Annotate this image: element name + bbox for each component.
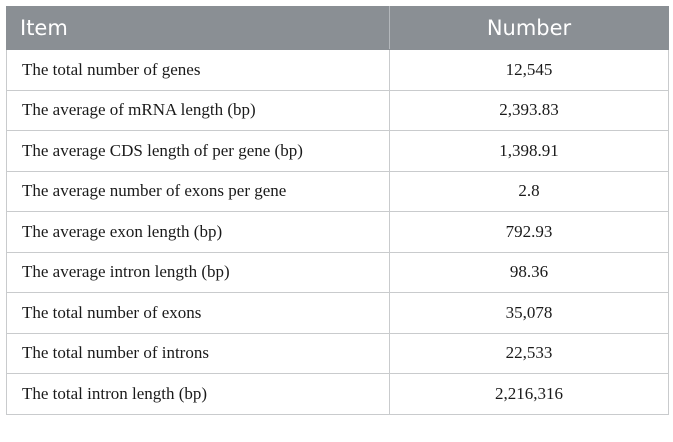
cell-item: The total number of exons [6, 292, 390, 334]
gene-statistics-table-container: Item Number The total number of genes 12… [6, 6, 669, 415]
cell-number: 35,078 [389, 292, 669, 334]
cell-item: The total number of introns [6, 332, 390, 374]
cell-number: 1,398.91 [389, 130, 669, 172]
cell-item: The total number of genes [6, 49, 390, 91]
table-row: The total number of exons 35,078 [6, 292, 669, 334]
cell-number: 12,545 [389, 49, 669, 91]
table-row: The average exon length (bp) 792.93 [6, 211, 669, 253]
cell-number: 792.93 [389, 211, 669, 253]
cell-number: 98.36 [389, 251, 669, 293]
table-row: The average CDS length of per gene (bp) … [6, 130, 669, 172]
cell-number: 2,216,316 [389, 373, 669, 415]
header-number: Number [389, 6, 669, 50]
table-body: The total number of genes 12,545 The ave… [6, 49, 669, 415]
cell-item: The average of mRNA length (bp) [6, 89, 390, 131]
table-header: Item Number [6, 6, 669, 50]
cell-item: The average exon length (bp) [6, 211, 390, 253]
table-row: The total number of introns 22,533 [6, 332, 669, 374]
table-row: The total intron length (bp) 2,216,316 [6, 373, 669, 415]
cell-item: The average intron length (bp) [6, 251, 390, 293]
cell-item: The average CDS length of per gene (bp) [6, 130, 390, 172]
cell-number: 2,393.83 [389, 89, 669, 131]
cell-item: The average number of exons per gene [6, 170, 390, 212]
table-row: The total number of genes 12,545 [6, 49, 669, 91]
table-row: The average of mRNA length (bp) 2,393.83 [6, 89, 669, 131]
cell-item: The total intron length (bp) [6, 373, 390, 415]
table-row: The average intron length (bp) 98.36 [6, 251, 669, 293]
table-row: The average number of exons per gene 2.8 [6, 170, 669, 212]
header-item: Item [6, 6, 390, 50]
cell-number: 22,533 [389, 332, 669, 374]
gene-statistics-table: Item Number The total number of genes 12… [6, 6, 669, 415]
header-row: Item Number [6, 6, 669, 50]
cell-number: 2.8 [389, 170, 669, 212]
